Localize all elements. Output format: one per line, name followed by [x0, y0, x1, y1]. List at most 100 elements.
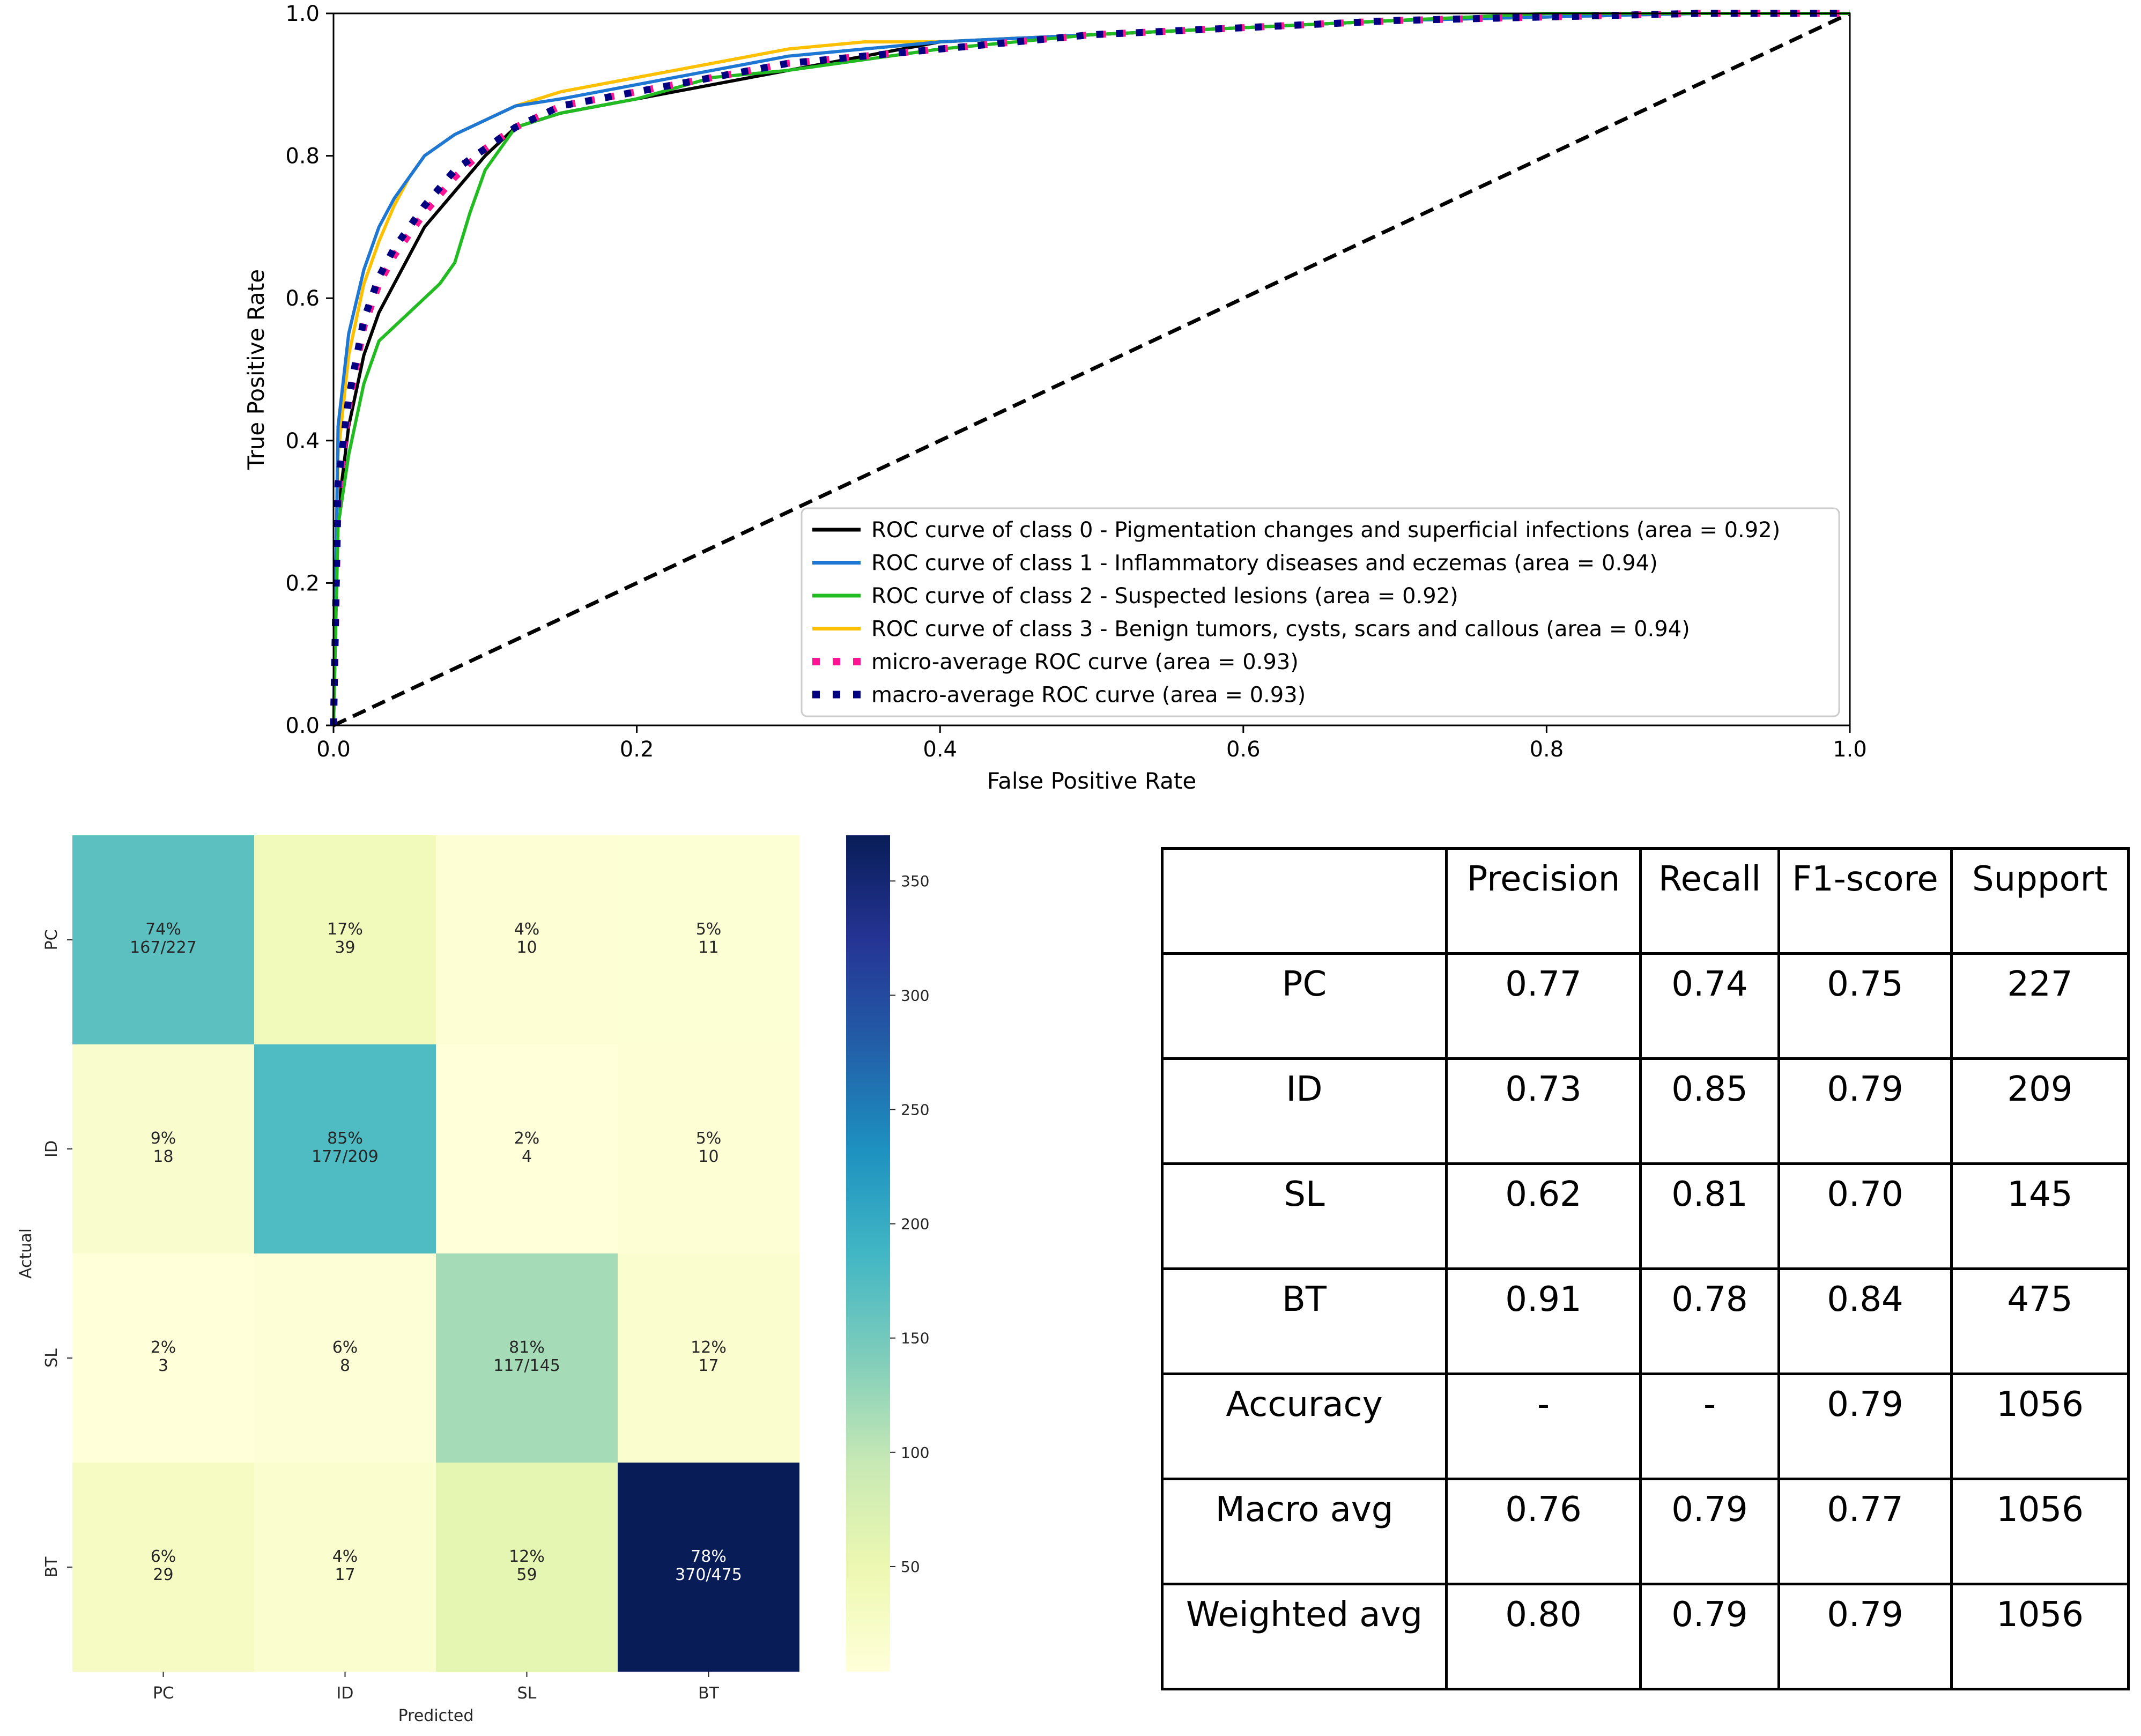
heatmap-cell: [618, 1463, 799, 1672]
heatmap-cell: [618, 835, 799, 1044]
table-cell: 0.77: [1445, 952, 1642, 1060]
table-cell: 0.80: [1445, 1583, 1642, 1690]
table-cell: 0.73: [1445, 1057, 1642, 1165]
chance-line: [332, 11, 1851, 728]
cell-count: 8: [340, 1356, 350, 1375]
heatmap-cell: [436, 1253, 618, 1463]
cell-count: 10: [698, 1147, 718, 1166]
table-row-label: ID: [1161, 1057, 1448, 1165]
heatmap-cell: [436, 1044, 618, 1253]
cell-count: 167/227: [130, 938, 197, 957]
cell-count: 10: [516, 938, 537, 957]
x-tick-label: ID: [337, 1684, 354, 1703]
heatmap-cell: [254, 1253, 436, 1463]
x-axis-label: False Positive Rate: [987, 768, 1196, 794]
table-cell: -: [1639, 1373, 1780, 1480]
table-cell: -: [1445, 1373, 1642, 1480]
heatmap-cell: [254, 835, 436, 1044]
heatmap-cell: [618, 1253, 799, 1463]
table-header-cell: Support: [1950, 847, 2130, 955]
cell-percent: 5%: [696, 1129, 722, 1148]
heatmap-cell: [254, 1463, 436, 1672]
cell-percent: 17%: [327, 920, 363, 939]
colorbar-tick-label: 300: [901, 986, 929, 1004]
table-row: PC 0.77 0.74 0.75 227: [1161, 952, 2130, 1060]
colorbar-tick-label: 50: [901, 1558, 920, 1576]
table-row-label: BT: [1161, 1267, 1448, 1375]
y-tick-label: 0.0: [285, 714, 320, 738]
table-cell: 0.75: [1777, 952, 1953, 1060]
table-row: Weighted avg 0.80 0.79 0.79 1056: [1161, 1583, 2130, 1690]
table-cell: 0.70: [1777, 1162, 1953, 1270]
x-axis-label: Predicted: [398, 1707, 474, 1725]
table-header-cell: Precision: [1445, 847, 1642, 955]
cell-count: 59: [516, 1566, 537, 1584]
cell-percent: 81%: [509, 1338, 545, 1357]
table-row: BT 0.91 0.78 0.84 475: [1161, 1267, 2130, 1375]
cell-percent: 6%: [151, 1547, 176, 1566]
cell-percent: 12%: [691, 1338, 727, 1357]
table-cell: 0.81: [1639, 1162, 1780, 1270]
cell-percent: 4%: [332, 1547, 358, 1566]
cell-percent: 9%: [151, 1129, 176, 1148]
metrics-table-wrap: Precision Recall F1-score Support PC 0.77…: [1161, 847, 2130, 1690]
table-cell: 0.62: [1445, 1162, 1642, 1270]
heatmap-cell: [436, 1463, 618, 1672]
cell-count: 18: [153, 1147, 173, 1166]
heatmap-cell: [254, 1044, 436, 1253]
cell-count: 29: [153, 1566, 173, 1584]
legend-entry: macro-average ROC curve (area = 0.93): [871, 683, 1306, 708]
cell-count: 3: [158, 1356, 168, 1375]
plot-frame: [332, 12, 1851, 726]
cell-count: 11: [698, 938, 718, 957]
roc-series-line: [330, 10, 1850, 726]
table-cell: 0.79: [1777, 1373, 1953, 1480]
cell-count: 39: [335, 938, 355, 957]
table-row: Macro avg 0.76 0.79 0.77 1056: [1161, 1478, 2130, 1585]
table-cell: 0.85: [1639, 1057, 1780, 1165]
roc-chart: 0.0 0.2 0.4 0.6 0.8 1.0 0.0 0.2 0.4 0.6 0.8 1.0 Fals…: [243, 2, 1867, 794]
y-tick-label: 0.2: [285, 571, 320, 596]
cell-percent: 2%: [514, 1129, 540, 1148]
confusion-matrix: 74%167/22717%394%105%119%1885%177/2092%4…: [17, 835, 929, 1725]
table-header-cell: [1161, 847, 1448, 955]
colorbar-tick-label: 100: [901, 1444, 929, 1461]
x-tick-label: 1.0: [1833, 737, 1867, 762]
table-cell: 209: [1950, 1057, 2130, 1165]
cell-percent: 85%: [327, 1129, 363, 1148]
cell-count: 370/475: [675, 1566, 742, 1584]
y-tick-label: 0.4: [285, 429, 320, 454]
x-tick-label: SL: [517, 1684, 537, 1703]
y-tick-label: BT: [42, 1556, 61, 1578]
table-header-cell: Recall: [1639, 847, 1780, 955]
table-cell: 0.76: [1445, 1478, 1642, 1585]
colorbar: [846, 835, 890, 1672]
heatmap-cell: [436, 835, 618, 1044]
table-row-label: Weighted avg: [1161, 1583, 1448, 1690]
table-row-label: SL: [1161, 1162, 1448, 1270]
table-cell: 475: [1950, 1267, 2130, 1375]
table-row-label: Accuracy: [1161, 1373, 1448, 1480]
cell-count: 117/145: [493, 1356, 560, 1375]
table-cell: 0.79: [1639, 1478, 1780, 1585]
legend-entry: ROC curve of class 3 - Benign tumors, cy…: [871, 617, 1690, 642]
table-cell: 0.77: [1777, 1478, 1953, 1585]
table-cell: 0.91: [1445, 1267, 1642, 1375]
x-tick-label: 0.2: [620, 737, 654, 762]
heatmap-cell: [72, 1463, 254, 1672]
y-tick-label: PC: [42, 929, 61, 950]
cell-count: 17: [335, 1566, 355, 1584]
table-cell: 0.79: [1777, 1057, 1953, 1165]
table-cell: 227: [1950, 952, 2130, 1060]
table-header-cell: F1-score: [1777, 847, 1953, 955]
legend-entry: micro-average ROC curve (area = 0.93): [871, 650, 1299, 674]
table-row-label: Macro avg: [1161, 1478, 1448, 1585]
y-tick-label: SL: [42, 1348, 61, 1368]
x-tick-label: 0.6: [1226, 737, 1261, 762]
colorbar-tick-label: 350: [901, 872, 929, 890]
table-cell: 1056: [1950, 1478, 2130, 1585]
cell-count: 17: [698, 1356, 718, 1375]
heatmap-cell: [72, 1044, 254, 1253]
legend-entry: ROC curve of class 0 - Pigmentation chan…: [871, 518, 1780, 543]
table-row: ID 0.73 0.85 0.79 209: [1161, 1057, 2130, 1165]
